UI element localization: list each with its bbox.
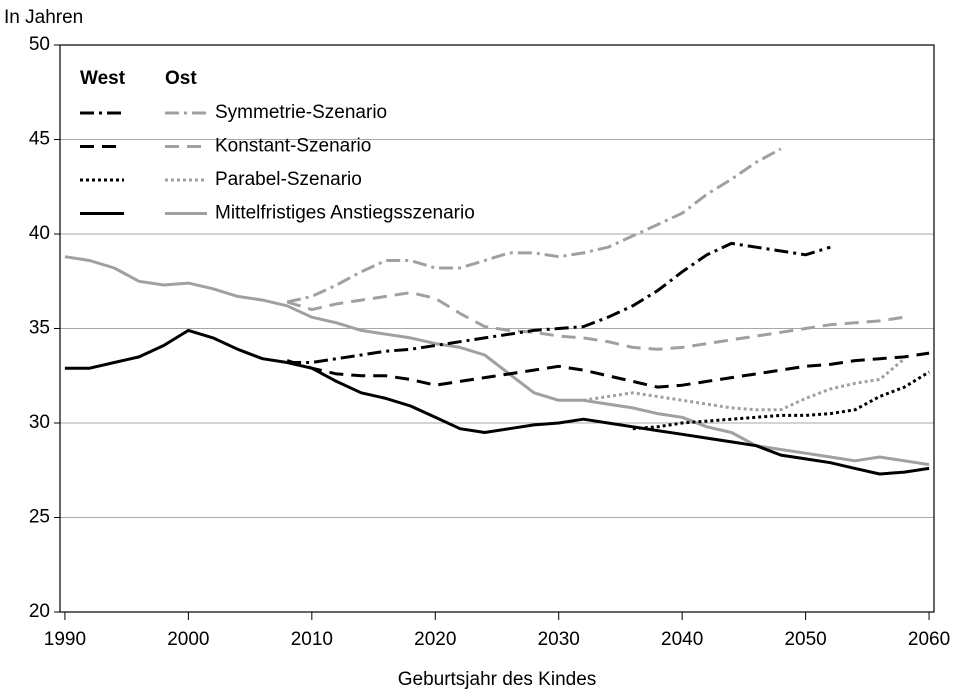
data-line <box>286 351 930 389</box>
x-tick-label: 1990 <box>44 629 86 650</box>
y-tick-label: 35 <box>29 318 50 339</box>
data-line <box>64 328 930 476</box>
x-tick-label: 2050 <box>784 629 826 650</box>
x-axis-label: Geburtsjahr des Kindes <box>398 669 597 690</box>
x-tick-label: 2000 <box>167 629 209 650</box>
x-tick-label: 2060 <box>908 629 950 650</box>
legend-header: Ost <box>165 68 197 89</box>
plot-frame <box>59 44 935 613</box>
data-line <box>632 370 930 431</box>
x-tick-label: 2020 <box>414 629 456 650</box>
y-tick-label: 50 <box>29 34 50 55</box>
y-axis-label: In Jahren <box>4 7 83 28</box>
data-line <box>286 291 905 351</box>
legend-label: Konstant-Szenario <box>215 136 371 157</box>
x-tick-label: 2040 <box>661 629 703 650</box>
y-tick-label: 30 <box>29 412 50 433</box>
y-tick-label: 40 <box>29 223 50 244</box>
y-tick-label: 25 <box>29 507 50 528</box>
data-line <box>583 357 906 412</box>
data-line <box>286 147 782 304</box>
y-tick-label: 20 <box>29 601 50 622</box>
legend-label: Mittelfristiges Anstiegsszenario <box>215 203 475 224</box>
data-line <box>64 255 930 467</box>
data-line <box>287 241 831 364</box>
legend-label: Symmetrie-Szenario <box>215 102 387 123</box>
y-tick-label: 45 <box>29 129 50 150</box>
legend-label: Parabel-Szenario <box>215 169 362 190</box>
legend-header: West <box>80 68 126 89</box>
x-tick-label: 2010 <box>291 629 333 650</box>
x-tick-label: 2030 <box>538 629 580 650</box>
